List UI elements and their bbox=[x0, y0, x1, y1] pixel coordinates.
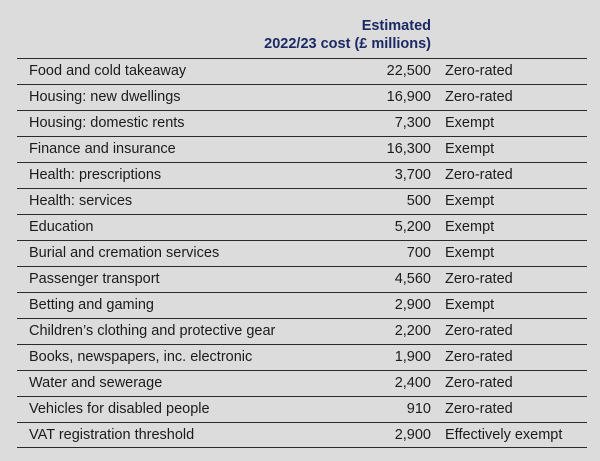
row-cost: 2,900 bbox=[394, 427, 431, 443]
row-cost: 2,400 bbox=[394, 375, 431, 391]
table-row: Vehicles for disabled people 910 Zero-rate… bbox=[17, 396, 587, 422]
table-row: Housing: new dwellings 16,900 Zero-rated bbox=[17, 84, 587, 110]
table-row: Children’s clothing and protective gear 2… bbox=[17, 318, 587, 344]
row-status: Exempt bbox=[445, 141, 495, 157]
row-category: Water and sewerage bbox=[29, 375, 163, 391]
row-category: VAT registration threshold bbox=[29, 427, 195, 443]
row-cost: 2,900 bbox=[394, 297, 431, 313]
row-cost: 2,200 bbox=[394, 323, 431, 339]
table-row: Passenger transport 4,560 Zero-rated bbox=[17, 266, 587, 292]
row-category: Betting and gaming bbox=[29, 297, 154, 313]
row-cost: 5,200 bbox=[394, 219, 431, 235]
row-cost: 3,700 bbox=[394, 167, 431, 183]
row-cost: 22,500 bbox=[386, 63, 431, 79]
cost-column-header: Estimated 2022/23 cost (£ millions) bbox=[264, 17, 431, 53]
row-status: Zero-rated bbox=[445, 401, 513, 417]
row-status: Zero-rated bbox=[445, 89, 513, 105]
row-category: Education bbox=[29, 219, 94, 235]
row-status: Zero-rated bbox=[445, 271, 513, 287]
cost-header-line-2: 2022/23 cost (£ millions) bbox=[264, 36, 431, 52]
row-cost: 1,900 bbox=[394, 349, 431, 365]
table-row: Food and cold takeaway 22,500 Zero-rated bbox=[17, 58, 587, 84]
table-row: Water and sewerage 2,400 Zero-rated bbox=[17, 370, 587, 396]
row-category: Housing: domestic rents bbox=[29, 115, 185, 131]
row-cost: 500 bbox=[406, 193, 431, 209]
row-cost: 7,300 bbox=[394, 115, 431, 131]
row-category: Burial and cremation services bbox=[29, 245, 220, 261]
table-row: Health: services 500 Exempt bbox=[17, 188, 587, 214]
row-category: Vehicles for disabled people bbox=[29, 401, 210, 417]
row-category: Books, newspapers, inc. electronic bbox=[29, 349, 253, 365]
row-status: Exempt bbox=[445, 193, 495, 209]
table-row: Finance and insurance 16,300 Exempt bbox=[17, 136, 587, 162]
table-row: Burial and cremation services 700 Exempt bbox=[17, 240, 587, 266]
row-status: Zero-rated bbox=[445, 375, 513, 391]
row-cost: 910 bbox=[406, 401, 431, 417]
row-category: Passenger transport bbox=[29, 271, 160, 287]
table-row: Books, newspapers, inc. electronic 1,900 Z… bbox=[17, 344, 587, 370]
row-status: Exempt bbox=[445, 219, 495, 235]
row-status: Exempt bbox=[445, 115, 495, 131]
row-category: Finance and insurance bbox=[29, 141, 176, 157]
row-category: Housing: new dwellings bbox=[29, 89, 181, 105]
cost-header-line-1: Estimated bbox=[361, 18, 431, 34]
row-cost: 700 bbox=[406, 245, 431, 261]
table-row: Health: prescriptions 3,700 Zero-rated bbox=[17, 162, 587, 188]
row-category: Health: prescriptions bbox=[29, 167, 162, 183]
row-status: Zero-rated bbox=[445, 323, 513, 339]
row-status: Zero-rated bbox=[445, 63, 513, 79]
row-category: Children’s clothing and protective gear bbox=[29, 323, 276, 339]
row-category: Food and cold takeaway bbox=[29, 63, 187, 79]
vat-relief-table: Estimated 2022/23 cost (£ millions) Food… bbox=[17, 0, 587, 448]
table-row: Housing: domestic rents 7,300 Exempt bbox=[17, 110, 587, 136]
row-status: Exempt bbox=[445, 245, 495, 261]
row-cost: 16,900 bbox=[386, 89, 431, 105]
row-cost: 16,300 bbox=[386, 141, 431, 157]
row-status: Zero-rated bbox=[445, 349, 513, 365]
row-status: Effectively exempt bbox=[445, 427, 563, 443]
row-category: Health: services bbox=[29, 193, 133, 209]
table-row: VAT registration threshold 2,900 Effective… bbox=[17, 422, 587, 448]
table-row: Betting and gaming 2,900 Exempt bbox=[17, 292, 587, 318]
table-header: Estimated 2022/23 cost (£ millions) bbox=[17, 0, 587, 58]
row-status: Zero-rated bbox=[445, 167, 513, 183]
row-status: Exempt bbox=[445, 297, 495, 313]
table-row: Education 5,200 Exempt bbox=[17, 214, 587, 240]
row-cost: 4,560 bbox=[394, 271, 431, 287]
table-body: Food and cold takeaway 22,500 Zero-rated Ho… bbox=[17, 58, 587, 448]
